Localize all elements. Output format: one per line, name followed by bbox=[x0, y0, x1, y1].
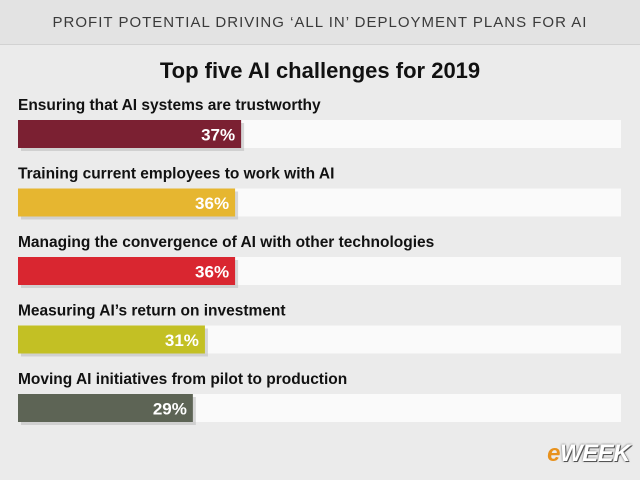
category-label: Measuring AI’s return on investment bbox=[18, 303, 286, 320]
chart-title: Top five AI challenges for 2019 bbox=[159, 58, 481, 83]
bar bbox=[18, 257, 236, 285]
category-label: Training current employees to work with … bbox=[18, 166, 334, 183]
bar bbox=[18, 394, 193, 422]
bar-chart: Ensuring that AI systems are trustworthy… bbox=[18, 97, 621, 425]
header-banner: PROFIT POTENTIAL DRIVING ‘ALL IN’ DEPLOY… bbox=[0, 0, 640, 45]
bar-value-label: 36% bbox=[195, 194, 229, 213]
category-label: Managing the convergence of AI with othe… bbox=[18, 234, 434, 251]
bar bbox=[18, 325, 205, 354]
bar-value-label: 31% bbox=[165, 331, 199, 350]
banner-text: PROFIT POTENTIAL DRIVING ‘ALL IN’ DEPLOY… bbox=[52, 13, 588, 31]
bar bbox=[18, 120, 242, 148]
logo-prefix: e bbox=[547, 440, 560, 467]
logo-name: WEEK bbox=[560, 440, 631, 467]
bar bbox=[18, 188, 236, 217]
bar-value-label: 29% bbox=[153, 400, 187, 419]
bar-value-label: 37% bbox=[201, 126, 235, 145]
category-label: Moving AI initiatives from pilot to prod… bbox=[18, 371, 347, 388]
category-label: Ensuring that AI systems are trustworthy bbox=[18, 97, 321, 114]
eweek-logo: eWEEK bbox=[547, 440, 630, 468]
bar-value-label: 36% bbox=[195, 263, 229, 282]
